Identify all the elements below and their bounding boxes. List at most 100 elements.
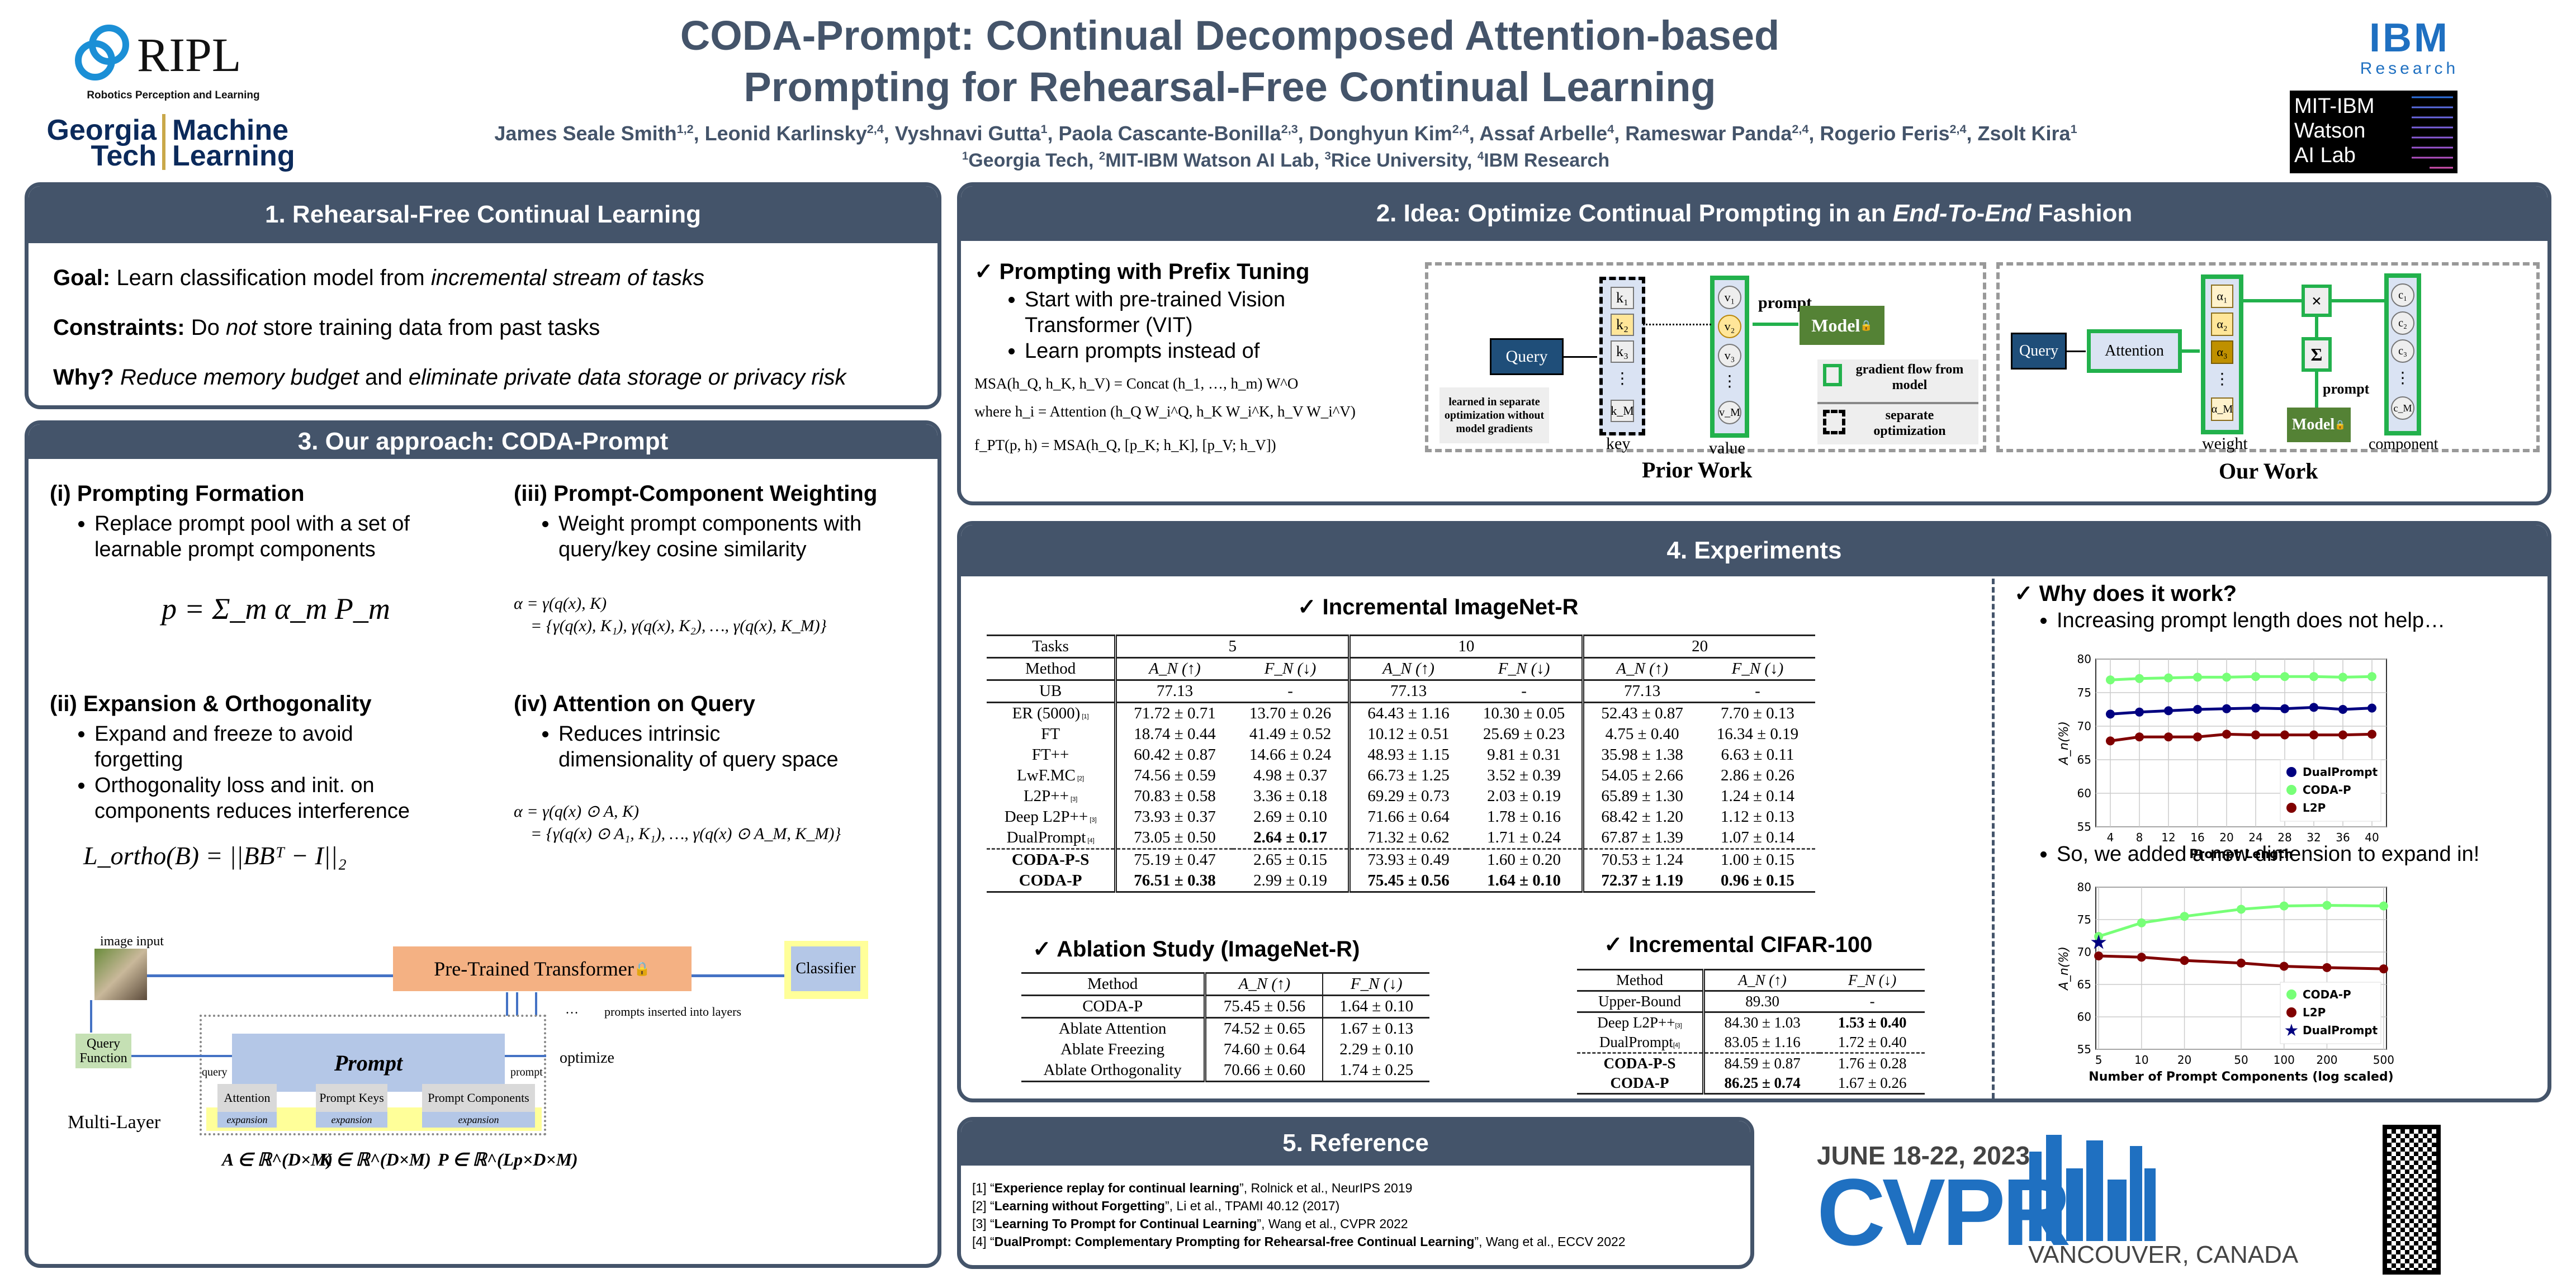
column-header: F_N (↓) [1820,969,1925,991]
y-tick-label: 60 [2077,1010,2091,1024]
why-label: Why? [53,365,114,390]
value-cell: 1.64 ± 0.10 [1466,870,1585,893]
x-tick-label: 10 [2134,1053,2148,1067]
imagenet-results-table: Tasks 5 10 20 Method A_N (↑) F_N (↓) A_N (↑) F_N… [987,634,1815,893]
value-cell: 7.70 ± 0.13 [1699,702,1815,724]
affiliation: Rice University [1330,150,1467,171]
goal-label: Goal: [53,266,111,290]
x-tick-label: 36 [2336,831,2350,844]
ii-title: (ii) Expansion & Orthogonality [50,692,372,716]
value-cell: 1.24 ± 0.14 [1720,787,1794,805]
value-cell: 25.69 ± 0.23 [1466,724,1585,745]
value-label: value [1709,439,1745,457]
qr-code[interactable] [2383,1125,2441,1275]
value-cell: 1.60 ± 0.20 [1466,848,1585,870]
iv-equation-2: = {γ(q(x) ⊙ A₁, K₁), …, γ(q(x) ⊙ A_M, K_… [531,825,841,843]
constraints-italic: not [225,315,257,340]
value-cell: 65.89 ± 1.30 [1601,787,1683,805]
pretrained-transformer-box: Pre-Trained Transformer 🔒 [393,946,692,991]
table-row: DualPrompt [4] 73.05 ± 0.50 2.64 ± 0.17 71.… [987,827,1815,849]
dim-K: K ∈ ℝ^(D×M) [319,1149,431,1169]
affiliation-marker: 1 [962,150,969,163]
table-header-row: Tasks 5 10 20 [987,634,1815,658]
reference-number: [3] “ [972,1216,995,1231]
affiliation: IBM Research [1484,150,1610,171]
ii-bullet-2: Orthogonality loss and init. on componen… [94,773,463,824]
data-point-DualPrompt [2135,707,2144,717]
reference-list: [1] “Experience replay for continual lea… [961,1166,1750,1264]
cifar-heading: ✓ Incremental CIFAR-100 [1604,932,1872,958]
author-affiliation-marker: 2,4 [1452,122,1469,136]
data-point-L2P [2251,730,2260,740]
legend-label: L2P [2303,1006,2326,1019]
method-cell: CODA-P [1021,995,1207,1018]
y-tick-label: 75 [2077,686,2091,699]
y-tick-label: 70 [2077,945,2091,959]
data-point-L2P [2094,951,2104,960]
data-point-CODA-P [2367,672,2376,681]
table-row: Ablate Attention 74.52 ± 0.65 1.67 ± 0.13 [1021,1017,1429,1039]
value-cell: 69.29 ± 0.73 [1367,787,1450,805]
value-cell: 1.72 ± 0.40 [1838,1034,1907,1050]
value-cell: 89.30 [1703,990,1820,1012]
metric-f-header: F_N (↓) [1699,657,1815,680]
sum-to-model-arrow [2315,372,2318,408]
iii-equation-2: = {γ(q(x), K₁), γ(q(x), K₂), …, γ(q(x), … [531,617,827,635]
value-cell: 4.75 ± 0.40 [1605,725,1679,743]
component-c1: c₁ [2391,283,2414,307]
why-italic-1: Reduce memory budget [120,365,359,390]
prior-model-label: Model [1811,315,1860,335]
equation-msa: MSA(h_Q, h_K, h_V) = Concat (h_1, …, h_m… [974,375,1299,392]
section-5-title: 5. Reference [961,1121,1750,1166]
lock-icon: 🔒 [2334,420,2346,430]
data-point-L2P [2379,964,2388,974]
author-list: James Seale Smith1,2, Leonid Karlinsky2,… [494,122,2077,145]
value-cell: 60.42 ± 0.87 [1134,746,1216,764]
section-rehearsal-free: 1. Rehearsal-Free Continual Learning Goa… [25,182,941,409]
gradient-flow-icon [1823,364,1842,386]
column-header: Method [1021,972,1207,996]
citation: [3] [1088,817,1097,823]
section-2-title-pre: 2. Idea: Optimize Continual Prompting in… [1376,200,1886,227]
x-tick-label: 12 [2161,831,2175,844]
section-reference: 5. Reference [1] “Experience replay for … [957,1117,1754,1269]
value-cell: 10.12 ± 0.51 [1367,725,1450,743]
metric-f-header: F_N (↓) [1466,657,1585,680]
reference-number: [1] “ [972,1181,995,1195]
reference-title: Experience replay for continual learning [994,1181,1240,1195]
legend-marker [2286,767,2296,777]
affiliation: MIT-IBM Watson AI Lab [1105,150,1314,171]
table-row: CODA-P 75.45 ± 0.56 1.64 ± 0.10 [1021,995,1429,1018]
weight-alpha-m: α_M [2211,397,2233,421]
prefix-tuning-block: ✓ Prompting with Prefix Tuning Start wit… [974,259,1377,459]
x-tick-label: 40 [2365,831,2379,844]
cifar-results-table: Method A_N (↑) F_N (↓) Upper-Bound 89.30- Dee… [1577,969,1925,1095]
data-point-DualPrompt: ★ [2090,931,2108,954]
attention-to-weight-arrow [2182,349,2200,353]
multi-layer-box [200,1015,546,1135]
title-line-2: Prompting for Rehearsal-Free Continual L… [744,64,1716,110]
key-ellipsis: ⋮ [1614,370,1630,387]
prompt-insert-arrow-1 [506,992,508,1016]
author-affiliation-marker: 1 [1040,122,1048,136]
section-3-title: 3. Our approach: CODA-Prompt [29,424,937,459]
value-cell: - [1232,679,1351,703]
data-point-DualPrompt [2164,706,2173,716]
table-header-row: Method A_N (↑) F_N (↓) [1577,969,1925,991]
data-point-L2P [2237,958,2246,968]
attention-module-box: Attention [217,1084,277,1112]
data-point-L2P [2106,736,2115,746]
vancouver-skyline-icon [2029,1135,2156,1241]
why-bullet-1: Increasing prompt length does not help… [2057,609,2445,633]
x-tick-label: 50 [2234,1053,2248,1067]
reference-number: [4] “ [972,1234,995,1249]
data-point-L2P [2309,730,2318,740]
data-point-L2P [2193,732,2202,742]
reference-details: ”, Li et al., TPAMI 40.12 (2017) [1164,1199,1340,1213]
constraints-line: Constraints: Do not store training data … [53,315,913,340]
separate-optimization-note: learned in separate optimization without… [1439,387,1549,443]
legend-marker [2286,1007,2296,1017]
legend-separate-optimization: separate optimization [1873,408,1946,438]
why-mid: and [365,365,402,390]
affiliation-marker: 3 [1324,150,1331,163]
